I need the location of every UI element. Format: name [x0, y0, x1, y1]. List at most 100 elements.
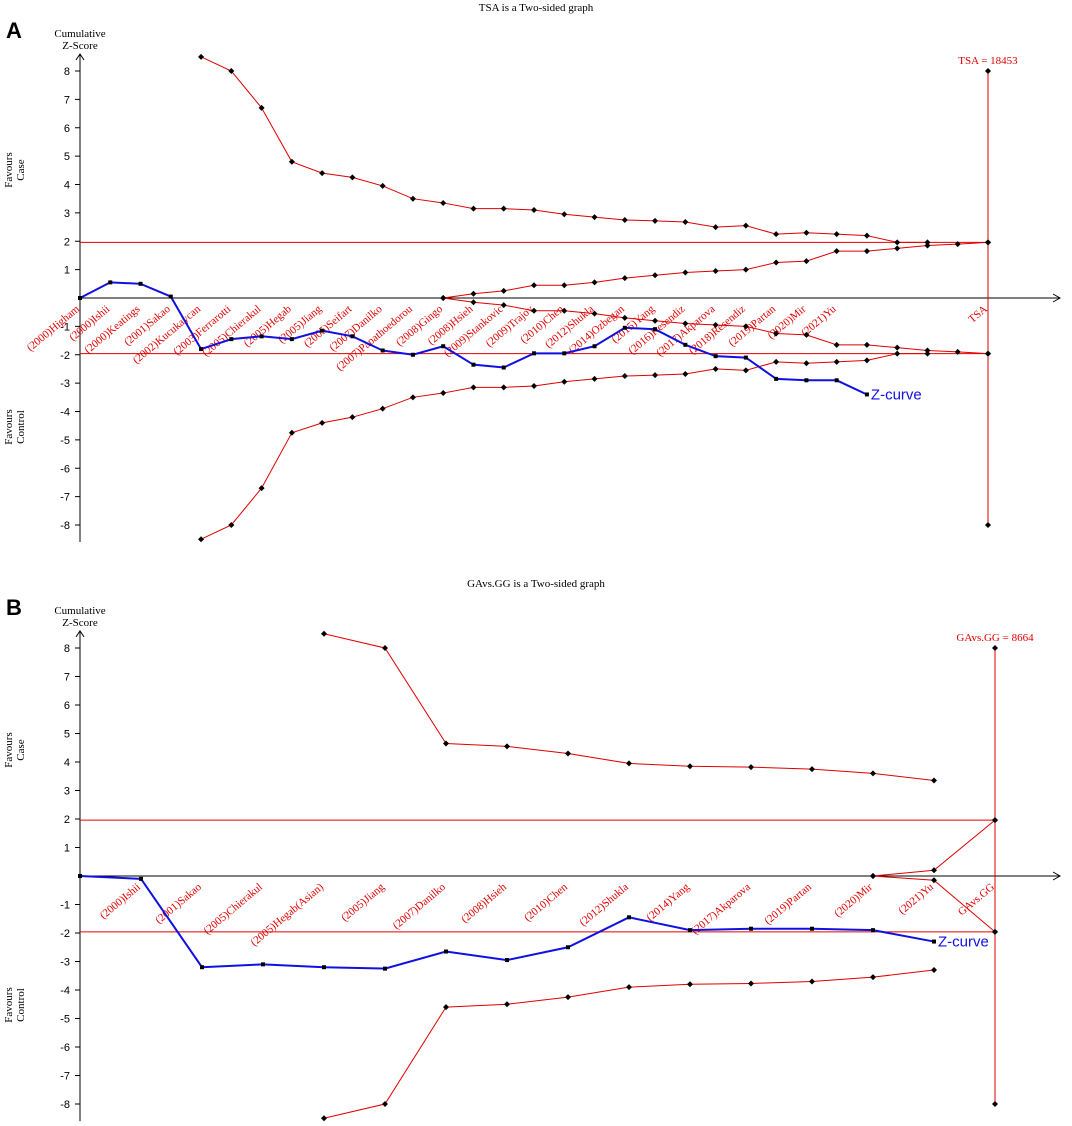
y-tick-label: -3	[60, 957, 70, 969]
study-label: (2020)Mir	[832, 881, 875, 920]
z-curve-point	[410, 352, 415, 357]
y-tick-label: -1	[60, 321, 70, 333]
y-tick-label: 1	[64, 843, 70, 855]
upper-futility-boundary-point	[924, 242, 931, 249]
upper-monitoring-boundary-point	[833, 231, 840, 238]
y-tick-label: -8	[60, 520, 70, 532]
y-tick-label: 7	[64, 672, 70, 684]
y-tick-label: 6	[64, 700, 70, 712]
y-tick-label: -6	[60, 463, 70, 475]
z-curve-point	[774, 376, 779, 381]
lower-monitoring-boundary-point	[712, 365, 719, 372]
chart-title: GAvs.GG is a Two-sided graph	[467, 578, 605, 590]
z-curve-point	[229, 337, 234, 342]
x-axis-arrow	[1052, 293, 1062, 303]
study-label: GAvs.GG	[956, 881, 997, 918]
lower-futility-boundary-point	[803, 331, 810, 338]
z-curve-point	[532, 351, 536, 356]
lower-monitoring-boundary-point	[894, 350, 901, 357]
y-tick-label: 4	[64, 180, 70, 192]
upper-monitoring-boundary-point	[409, 195, 416, 202]
lower-monitoring-boundary-point	[742, 367, 749, 374]
study-label: (2007)Danilko	[391, 881, 449, 932]
favours-control-line2: Control	[15, 410, 27, 444]
tsa-point	[985, 68, 991, 74]
upper-monitoring-boundary-point	[349, 174, 356, 181]
z-curve-point	[471, 362, 476, 367]
lower-monitoring-boundary-point	[833, 358, 840, 365]
lower-futility-boundary-point	[712, 321, 719, 328]
y-tick-label: 2	[64, 236, 70, 248]
lower-monitoring-boundary-point	[591, 375, 598, 382]
lower-futility-boundary-point	[682, 320, 689, 327]
upper-monitoring-boundary-point	[228, 68, 235, 74]
upper-futility-boundary-point	[894, 245, 901, 252]
lower-futility-boundary-point	[500, 302, 507, 309]
lower-monitoring-boundary-point	[565, 994, 571, 1001]
z-curve-point	[441, 344, 446, 349]
y-tick-label: 6	[64, 123, 70, 135]
lower-monitoring-boundary-point	[258, 485, 265, 492]
z-curve-point	[592, 344, 597, 349]
lower-monitoring-boundary-point	[349, 414, 356, 421]
lower-monitoring-boundary-point	[652, 372, 659, 379]
upper-monitoring-boundary-point	[809, 766, 815, 773]
favours-control-line2: Control	[15, 988, 27, 1022]
upper-futility-boundary-point	[621, 275, 628, 282]
z-curve-point	[383, 966, 387, 971]
upper-futility-boundary-point	[803, 258, 810, 265]
lower-futility-boundary-point	[833, 341, 840, 348]
chart-title: TSA is a Two-sided graph	[479, 2, 594, 14]
upper-monitoring-boundary-point	[870, 770, 876, 777]
z-curve-point	[501, 365, 506, 370]
study-label: (2019)Partan	[762, 881, 814, 927]
favours-control-label: Favours Control	[3, 987, 27, 1022]
y-tick-label: 3	[64, 786, 70, 798]
study-label: (2012)Shukla	[577, 881, 631, 929]
tsa-point	[992, 1101, 998, 1107]
tsa-label: TSA = 18453	[958, 55, 1018, 67]
favours-control-label: Favours Control	[3, 409, 27, 444]
y-tick-label: 8	[64, 643, 70, 655]
tsa-point	[992, 645, 998, 651]
z-curve-point	[932, 939, 936, 944]
study-label: (2005)Jiang	[339, 881, 387, 924]
upper-futility-boundary-point	[561, 282, 568, 289]
tsa-point	[985, 350, 991, 357]
z-curve-point	[322, 965, 326, 970]
panel-b: B GAvs.GG is a Two-sided graph Cumulativ…	[3, 578, 1062, 1122]
lower-monitoring-boundary-point	[198, 536, 205, 543]
lower-futility-boundary-point	[470, 299, 477, 306]
upper-monitoring-boundary-point	[288, 158, 295, 165]
y-tick-label: -2	[60, 350, 70, 362]
upper-monitoring-boundary-point	[440, 199, 447, 206]
lower-monitoring-boundary-point	[379, 405, 386, 412]
ylabel-line1: Cumulative	[54, 605, 105, 617]
z-curve-point	[683, 342, 688, 347]
z-curve-point	[804, 378, 809, 383]
lower-monitoring-boundary-point	[773, 358, 780, 365]
lower-monitoring-boundary-point	[321, 1115, 327, 1122]
y-tick-label: -7	[60, 1071, 70, 1083]
z-curve-point	[200, 965, 204, 970]
lower-monitoring-boundary-point	[288, 429, 295, 436]
upper-monitoring-boundary-point	[712, 224, 719, 231]
lower-monitoring-boundary-point	[682, 371, 689, 378]
upper-monitoring-boundary-point	[742, 222, 749, 229]
y-tick-label: -8	[60, 1099, 70, 1111]
lower-monitoring-boundary-point	[809, 978, 815, 985]
study-label: (2021)Yu	[896, 881, 936, 917]
tsa-point	[985, 239, 991, 246]
upper-monitoring-boundary-point	[748, 764, 754, 771]
lower-monitoring-boundary-point	[409, 394, 416, 401]
z-curve-point	[562, 351, 567, 356]
z-curve-point	[139, 876, 143, 881]
study-label: (2014)Yang	[644, 881, 692, 924]
upper-futility-boundary-point	[742, 266, 749, 273]
upper-monitoring-boundary-point	[504, 743, 510, 750]
lower-futility-boundary-point	[773, 330, 780, 337]
favours-case-line2: Case	[15, 159, 27, 181]
lower-futility-boundary-point	[894, 344, 901, 351]
z-curve-point	[320, 328, 325, 333]
upper-monitoring-boundary-point	[319, 170, 326, 177]
